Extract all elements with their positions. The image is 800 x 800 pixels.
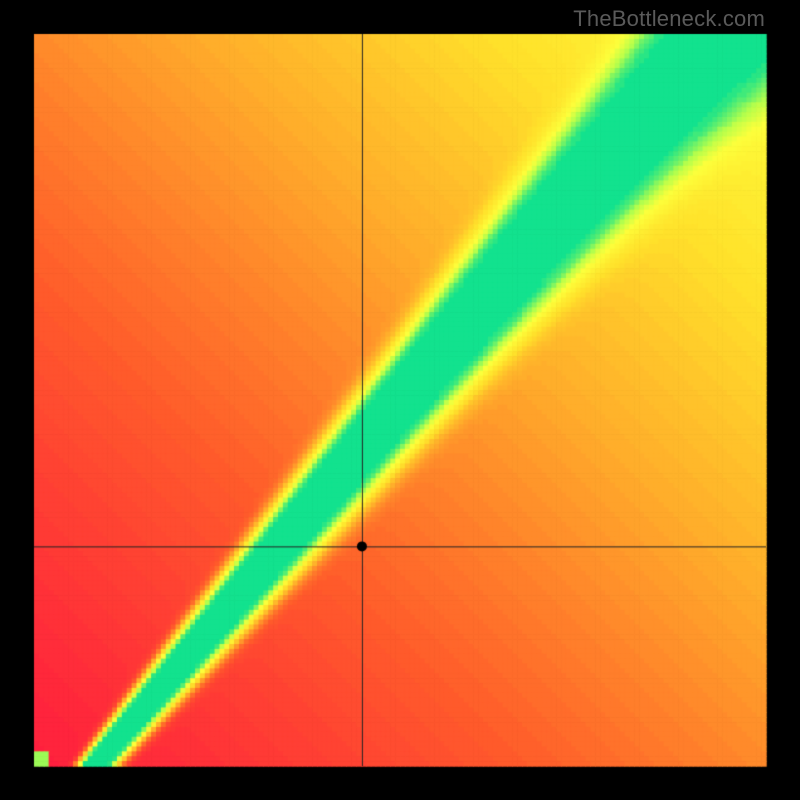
watermark-label: TheBottleneck.com (573, 6, 765, 32)
heatmap-canvas (0, 0, 800, 800)
bottleneck-heatmap-chart: TheBottleneck.com (0, 0, 800, 800)
